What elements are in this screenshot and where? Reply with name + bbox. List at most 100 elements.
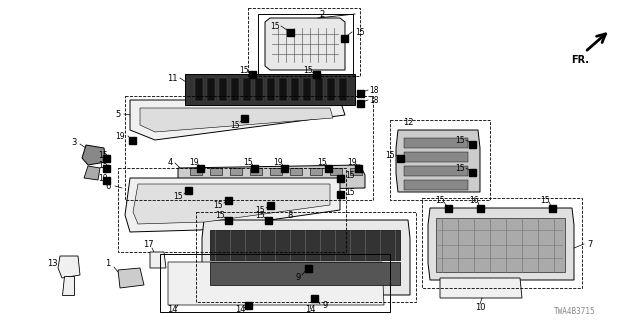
Polygon shape [324,164,332,172]
Polygon shape [250,168,262,175]
Text: 19: 19 [347,157,357,166]
Text: 13: 13 [47,260,58,268]
Polygon shape [280,164,287,172]
Polygon shape [118,268,144,288]
Polygon shape [290,168,302,175]
Polygon shape [279,78,287,101]
Polygon shape [310,294,317,301]
Polygon shape [210,168,222,175]
Bar [248,8,360,76]
Text: 15: 15 [213,201,223,210]
Polygon shape [231,78,239,101]
Bar [390,120,490,200]
Polygon shape [468,140,476,148]
Polygon shape [225,217,232,223]
Text: 15: 15 [255,211,265,220]
Text: 8: 8 [287,211,292,220]
Polygon shape [102,155,109,162]
Text: 15: 15 [355,28,365,36]
Polygon shape [243,78,251,101]
Polygon shape [230,168,242,175]
Polygon shape [270,168,282,175]
Text: 15: 15 [98,161,108,170]
Polygon shape [340,35,348,42]
Text: 14: 14 [167,306,177,315]
Polygon shape [219,78,227,101]
Polygon shape [202,220,410,295]
Polygon shape [404,138,468,148]
Polygon shape [102,177,109,183]
Text: 15: 15 [385,150,395,159]
Polygon shape [267,78,275,101]
Text: 1: 1 [106,260,111,268]
Polygon shape [195,78,203,101]
Text: 4: 4 [168,157,173,166]
Polygon shape [303,78,311,101]
Text: 14: 14 [235,306,245,315]
Polygon shape [265,18,345,70]
Text: 18: 18 [369,85,379,94]
Text: 14: 14 [305,306,316,315]
Polygon shape [291,78,299,101]
Text: 19: 19 [115,132,125,140]
Polygon shape [255,78,263,101]
Polygon shape [241,115,248,122]
Text: 7: 7 [588,239,593,249]
Polygon shape [196,164,204,172]
Polygon shape [248,70,255,77]
Text: 16: 16 [469,196,479,204]
Polygon shape [310,168,322,175]
Polygon shape [404,166,468,176]
Polygon shape [150,252,166,268]
Text: 15: 15 [239,66,249,75]
Polygon shape [445,204,451,212]
Polygon shape [397,155,403,162]
Polygon shape [184,187,191,194]
Text: TWA4B3715: TWA4B3715 [554,308,596,316]
Polygon shape [396,130,480,192]
Text: FR.: FR. [571,55,589,65]
Polygon shape [428,208,574,280]
Polygon shape [350,168,362,175]
Polygon shape [250,164,257,172]
Polygon shape [62,276,74,295]
Polygon shape [468,169,476,175]
Polygon shape [102,164,109,172]
Polygon shape [337,190,344,197]
Text: 19: 19 [98,173,108,182]
Polygon shape [356,100,364,107]
Text: 5: 5 [115,109,120,118]
Bar [160,254,390,312]
Polygon shape [140,108,333,132]
Polygon shape [185,74,355,105]
Text: 10: 10 [475,303,485,313]
Text: 9: 9 [296,274,301,283]
Bar [196,212,416,302]
Polygon shape [330,168,342,175]
Polygon shape [477,204,483,212]
Polygon shape [84,166,100,180]
Polygon shape [207,78,215,101]
Text: 15: 15 [317,157,327,166]
Polygon shape [210,262,400,285]
Polygon shape [225,196,232,204]
Polygon shape [548,204,556,212]
Text: 12: 12 [403,117,413,126]
Text: 15: 15 [255,205,265,214]
Text: 15: 15 [345,171,355,180]
Text: 18: 18 [369,95,379,105]
Text: 6: 6 [106,181,111,190]
Bar [258,14,353,74]
Polygon shape [178,165,365,191]
Polygon shape [327,78,335,101]
Polygon shape [440,278,522,298]
Polygon shape [436,218,565,272]
Text: 15: 15 [173,191,183,201]
Text: 15: 15 [345,188,355,196]
Text: 15: 15 [435,196,445,204]
Text: 15: 15 [230,121,240,130]
Bar [422,198,582,288]
Polygon shape [210,230,400,260]
Text: 17: 17 [143,239,154,249]
Text: 15: 15 [243,157,253,166]
